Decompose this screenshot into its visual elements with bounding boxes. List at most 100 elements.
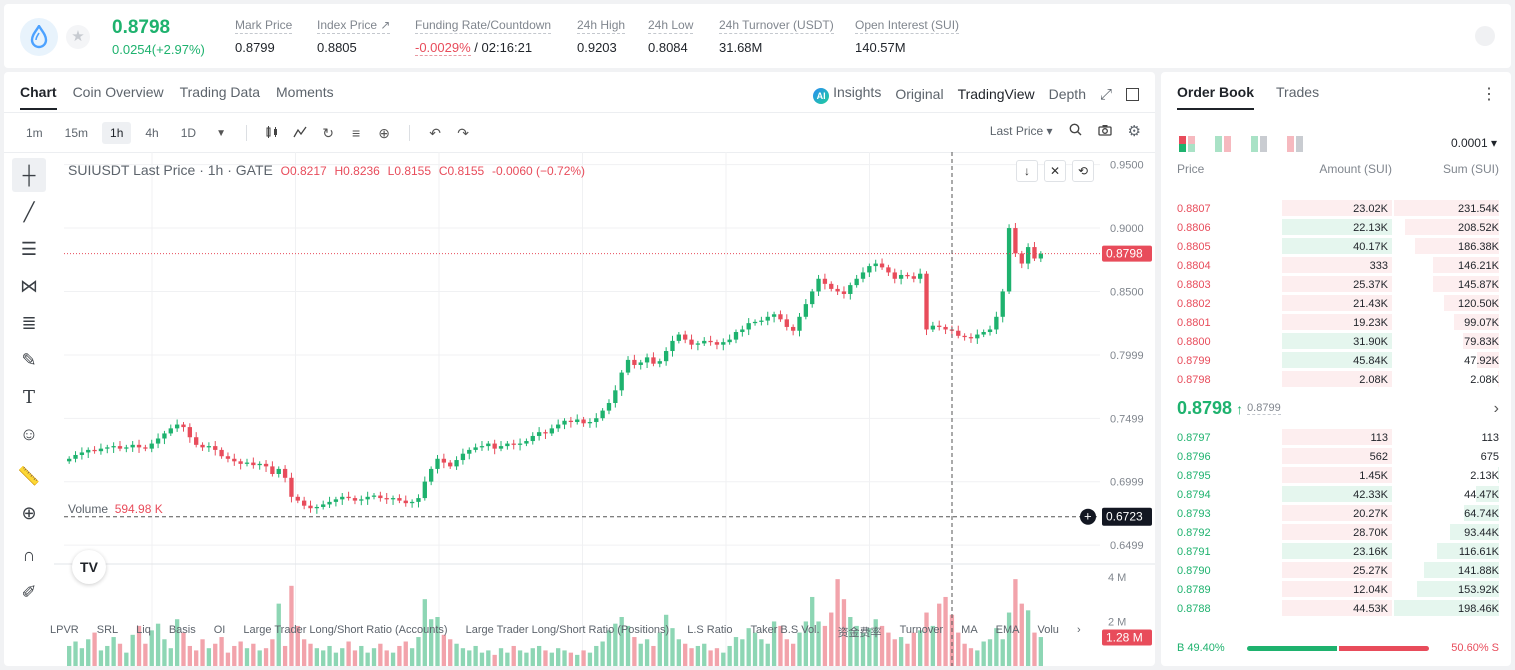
candle-body[interactable]	[771, 314, 777, 317]
indicator-volume[interactable]: Volu	[1037, 624, 1059, 636]
mid-price-row[interactable]: 0.8798 ↑ 0.8799 ›	[1177, 398, 1499, 419]
candle-body[interactable]	[892, 272, 897, 279]
candle-body[interactable]	[790, 326, 796, 331]
candle-body[interactable]	[911, 276, 916, 279]
candle-body[interactable]	[549, 428, 554, 434]
precision-select[interactable]: 0.0001 ▾	[1450, 136, 1497, 150]
indicators-icon[interactable]	[289, 125, 311, 142]
add-indicator-icon[interactable]: ⊕	[378, 124, 390, 141]
candle-body[interactable]	[289, 477, 294, 497]
mode-both-icon[interactable]	[1179, 136, 1195, 152]
tab-trading-data[interactable]: Trading Data	[179, 84, 261, 100]
candle-body[interactable]	[930, 325, 936, 330]
candle-body[interactable]	[968, 337, 974, 339]
candle-body[interactable]	[581, 419, 586, 424]
candle-body[interactable]	[1019, 253, 1024, 264]
candle-body[interactable]	[403, 500, 408, 504]
tab-chart[interactable]: Chart	[20, 84, 57, 110]
timeframe-1d[interactable]: 1D	[180, 126, 197, 140]
timeframe-1m[interactable]: 1m	[26, 126, 43, 140]
chevron-right-icon[interactable]: ›	[1493, 399, 1499, 417]
candle-body[interactable]	[155, 438, 161, 444]
candle-body[interactable]	[441, 458, 447, 463]
candle-body[interactable]	[194, 437, 199, 445]
stat-label[interactable]: Mark Price	[235, 18, 293, 34]
candle-body[interactable]	[117, 446, 123, 449]
ask-row[interactable]: 0.8804 333 146.21K	[1177, 256, 1499, 275]
candle-body[interactable]	[797, 316, 802, 331]
indicator-srl[interactable]: SRL	[96, 624, 119, 636]
indicator-oi[interactable]: OI	[213, 624, 226, 636]
candle-body[interactable]	[251, 462, 256, 466]
stat-label[interactable]: Open Interest (SUI)	[855, 18, 960, 34]
candle-body[interactable]	[841, 291, 847, 294]
ask-row[interactable]: 0.8801 19.23K 99.07K	[1177, 313, 1499, 332]
bid-row[interactable]: 0.8795 1.45K 2.13K	[1177, 466, 1499, 485]
indicator-lpvr[interactable]: LPVR	[50, 624, 79, 636]
ruler-icon[interactable]: 📏	[17, 465, 41, 486]
candle-body[interactable]	[130, 444, 135, 448]
text-tool-icon[interactable]: T	[22, 386, 35, 408]
candle-body[interactable]	[73, 454, 78, 459]
indicator-liq[interactable]: Liq	[136, 624, 151, 636]
candle-body[interactable]	[575, 419, 580, 423]
candle-body[interactable]	[333, 499, 339, 502]
candle-body[interactable]	[854, 278, 859, 286]
brush-icon[interactable]: ✎	[21, 349, 37, 370]
candle-body[interactable]	[321, 504, 326, 507]
candle-body[interactable]	[848, 285, 853, 294]
stat-label[interactable]: 24h Turnover (USDT)	[719, 18, 834, 34]
candle-body[interactable]	[663, 351, 669, 362]
bid-row[interactable]: 0.8793 20.27K 64.74K	[1177, 504, 1499, 523]
candle-body[interactable]	[397, 498, 402, 501]
candle-body[interactable]	[448, 462, 453, 467]
candle-body[interactable]	[886, 267, 891, 273]
candle-body[interactable]	[492, 443, 497, 449]
candle-body[interactable]	[276, 468, 281, 474]
expand-icon[interactable]: ⤢	[1099, 85, 1112, 103]
indicator-basis[interactable]: Basis	[168, 624, 196, 636]
candle-body[interactable]	[556, 424, 561, 429]
candle-body[interactable]	[111, 446, 116, 448]
candle-body[interactable]	[594, 418, 599, 423]
candle-body[interactable]	[918, 273, 923, 279]
settings-gear-icon[interactable]: ⚙	[1127, 123, 1141, 140]
candle-body[interactable]	[530, 435, 535, 442]
candle-body[interactable]	[225, 456, 231, 459]
timeframe-4h[interactable]: 4h	[145, 126, 159, 140]
candle-body[interactable]	[873, 263, 878, 267]
candle-body[interactable]	[803, 304, 809, 317]
candle-body[interactable]	[644, 357, 650, 363]
candle-body[interactable]	[149, 443, 154, 449]
candle-body[interactable]	[378, 495, 383, 499]
candle-body[interactable]	[1032, 247, 1037, 259]
candle-body[interactable]	[340, 496, 345, 500]
add-alert-icon[interactable]	[1080, 508, 1096, 525]
candle-body[interactable]	[651, 357, 656, 364]
candle-body[interactable]	[981, 332, 986, 335]
candle-body[interactable]	[752, 321, 758, 324]
candle-body[interactable]	[454, 460, 459, 467]
candle-body[interactable]	[625, 359, 631, 373]
candle-body[interactable]	[778, 314, 783, 320]
indicator-large-trader-accounts[interactable]: Large Trader Long/Short Ratio (Accounts)	[243, 624, 448, 636]
candle-body[interactable]	[301, 500, 307, 506]
candle-body[interactable]	[1000, 291, 1005, 317]
candle-body[interactable]	[613, 390, 618, 404]
stat-label[interactable]: Funding Rate/Countdown	[415, 18, 552, 34]
candle-body[interactable]	[346, 496, 351, 499]
mode-depth-icon[interactable]	[1287, 136, 1303, 152]
candle-body[interactable]	[517, 443, 523, 445]
candle-body[interactable]	[213, 446, 218, 450]
candle-body[interactable]	[409, 501, 415, 504]
candle-body[interactable]	[898, 274, 904, 279]
candle-body[interactable]	[105, 447, 110, 449]
zoom-in-icon[interactable]: ⊕	[21, 502, 37, 523]
candle-body[interactable]	[232, 458, 237, 462]
candle-body[interactable]	[124, 447, 129, 449]
stat-label[interactable]: Index Price ↗	[317, 18, 391, 34]
indicator-large-trader-positions[interactable]: Large Trader Long/Short Ratio (Positions…	[465, 624, 670, 636]
candle-body[interactable]	[467, 449, 472, 454]
candle-body[interactable]	[86, 449, 91, 453]
candle-body[interactable]	[975, 334, 980, 339]
